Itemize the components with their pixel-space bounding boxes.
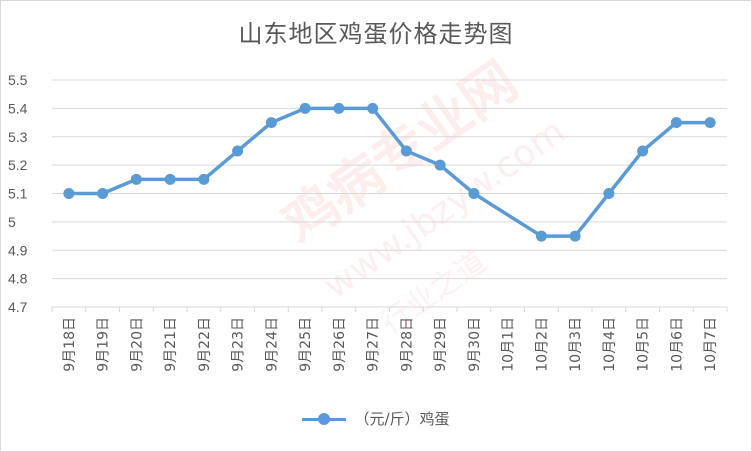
x-tick-label: 10月4日 xyxy=(602,317,618,372)
y-tick-label: 5.1 xyxy=(8,186,28,202)
x-tick-label: 9月22日 xyxy=(197,317,213,372)
data-point xyxy=(367,102,379,114)
x-tick-label: 10月3日 xyxy=(568,317,584,372)
legend-marker xyxy=(302,409,347,429)
data-point xyxy=(670,117,682,129)
x-tick-label: 9月26日 xyxy=(332,317,348,372)
y-tick-label: 4.8 xyxy=(8,271,28,287)
data-point xyxy=(434,159,446,171)
x-tick-label: 9月29日 xyxy=(433,317,449,372)
data-point xyxy=(164,173,176,185)
x-tick-label: 9月25日 xyxy=(298,317,314,372)
data-point xyxy=(569,230,581,242)
x-tick-label: 9月21日 xyxy=(163,317,179,372)
data-point xyxy=(198,173,210,185)
grid xyxy=(52,79,727,308)
x-tick-label: 10月6日 xyxy=(669,317,685,372)
y-tick-label: 5.2 xyxy=(8,157,28,173)
data-point xyxy=(232,145,244,157)
x-tick-label: 9月30日 xyxy=(467,317,483,372)
data-point xyxy=(130,173,142,185)
data-point xyxy=(299,102,311,114)
y-tick-label: 5 xyxy=(8,214,16,230)
data-point xyxy=(603,188,615,199)
legend-label: （元/斤）鸡蛋 xyxy=(354,410,450,428)
y-tick-label: 4.7 xyxy=(8,299,28,315)
x-tick-label: 9月20日 xyxy=(129,317,145,372)
x-tick-label: 9月27日 xyxy=(366,317,382,372)
x-tick-label: 10月7日 xyxy=(703,317,719,372)
y-tick-label: 5.5 xyxy=(8,72,28,88)
y-tick-label: 5.4 xyxy=(8,100,28,116)
y-tick-label: 5.3 xyxy=(8,129,28,145)
legend: （元/斤）鸡蛋 xyxy=(0,408,752,429)
data-point xyxy=(468,188,480,199)
y-tick-label: 4.9 xyxy=(8,242,28,258)
x-tick-label: 9月23日 xyxy=(231,317,247,372)
x-tick-label: 10月1日 xyxy=(501,317,517,372)
x-tick-label: 9月24日 xyxy=(264,317,280,372)
x-tick-label: 9月28日 xyxy=(399,317,415,372)
data-point xyxy=(333,102,345,114)
data-point xyxy=(535,230,547,242)
series-eggs xyxy=(63,102,716,242)
axes: 4.7 4.8 4.9 5 5.1 5.2 5.3 5.4 5.5 9月18日 9月19日 9月20日… xyxy=(8,72,728,372)
chart-title: 山东地区鸡蛋价格走势图 xyxy=(238,20,514,48)
data-point xyxy=(400,145,412,157)
x-tick-label: 10月5日 xyxy=(636,317,652,372)
x-tick-label: 9月18日 xyxy=(62,317,78,372)
data-point xyxy=(265,117,277,129)
data-point xyxy=(704,117,716,129)
data-point xyxy=(637,145,649,157)
data-point xyxy=(63,188,75,199)
x-tick-label: 9月19日 xyxy=(96,317,112,372)
data-point xyxy=(97,188,109,199)
x-tick-label: 10月2日 xyxy=(534,317,550,372)
